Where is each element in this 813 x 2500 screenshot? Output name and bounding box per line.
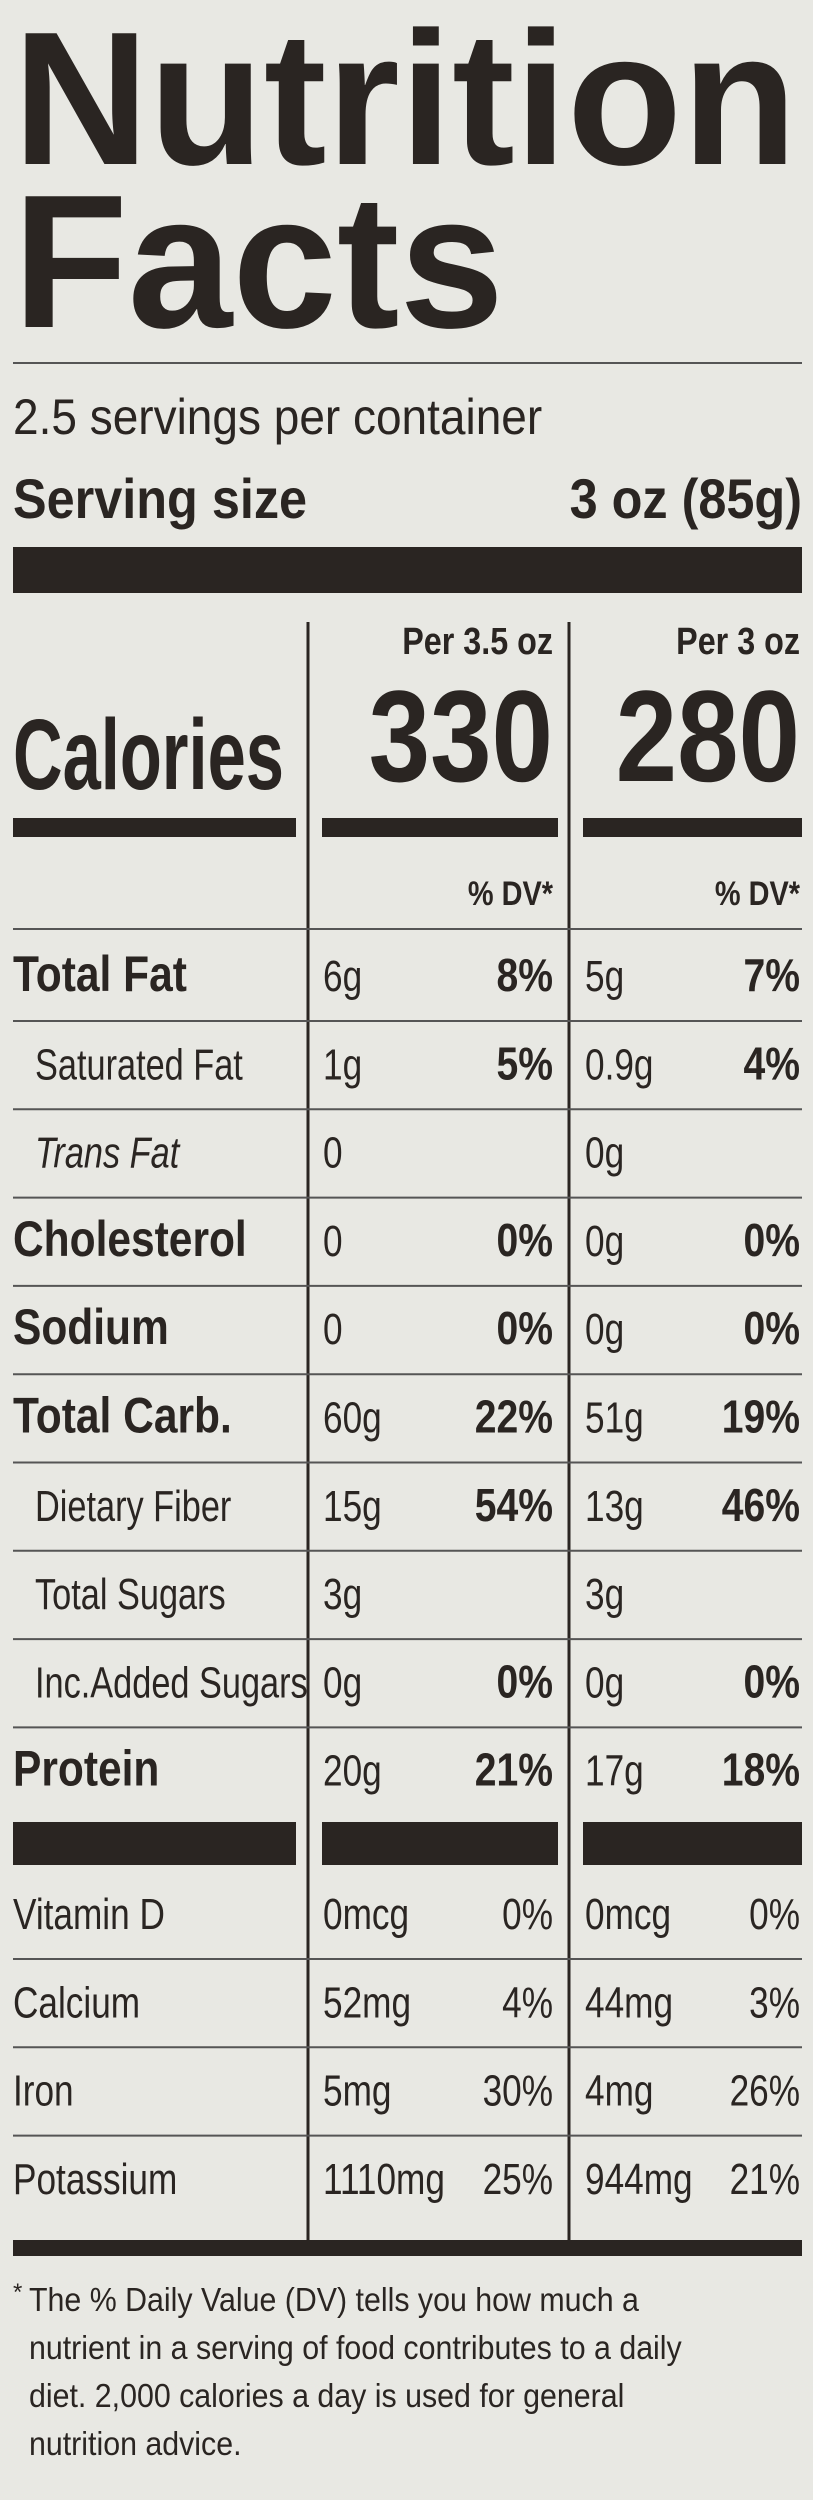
- amount: 0mcg: [323, 1890, 409, 1939]
- nutrient-name: Inc.Added Sugars: [35, 1658, 308, 1707]
- amount: 0g: [323, 1659, 362, 1708]
- amount: 0mcg: [585, 1890, 671, 1939]
- daily-value: 0%: [743, 1215, 800, 1267]
- daily-value: 26%: [730, 2067, 800, 2116]
- amount: 1g: [323, 1041, 362, 1090]
- nutrient-name: Saturated Fat: [35, 1040, 243, 1089]
- column-header: Per 3.5 oz: [402, 621, 553, 663]
- daily-value: 0%: [502, 1890, 553, 1939]
- daily-value: 0%: [496, 1215, 553, 1267]
- footnote: nutrition advice.: [29, 2425, 242, 2462]
- serving-size-label: Serving size: [13, 469, 307, 531]
- footnote: The % Daily Value (DV) tells you how muc…: [29, 2281, 639, 2318]
- daily-value: 18%: [722, 1745, 800, 1797]
- thick-bar: [13, 1822, 296, 1865]
- amount: 4mg: [585, 2067, 653, 2116]
- amount: 13g: [585, 1482, 644, 1531]
- daily-value: 46%: [722, 1480, 800, 1532]
- daily-value: 4%: [743, 1038, 800, 1090]
- amount: 0: [323, 1217, 343, 1266]
- amount: 3g: [585, 1570, 624, 1619]
- thick-bar: [322, 1822, 558, 1865]
- title: Facts: [13, 156, 504, 368]
- footnote: diet. 2,000 calories a day is used for g…: [29, 2377, 624, 2414]
- daily-value: 21%: [475, 1745, 553, 1797]
- amount: 17g: [585, 1747, 644, 1796]
- daily-value: 0%: [743, 1656, 800, 1708]
- nutrient-name: Protein: [13, 1740, 159, 1796]
- calories-label: Calories: [13, 699, 284, 811]
- daily-value: 3%: [749, 1979, 800, 2028]
- vitamin-name: Calcium: [13, 1979, 140, 2028]
- daily-value: 21%: [730, 2155, 800, 2204]
- thick-bar: [583, 818, 802, 837]
- servings: 2.5 servings per container: [13, 390, 542, 445]
- amount: 5mg: [323, 2067, 391, 2116]
- footnote-mark: *: [13, 2279, 22, 2306]
- daily-value: 7%: [743, 950, 800, 1002]
- daily-value: 54%: [475, 1480, 553, 1532]
- thick-bar: [13, 547, 802, 593]
- nutrient-name: Total Fat: [13, 946, 187, 1002]
- daily-value: 25%: [483, 2155, 553, 2204]
- vitamin-name: Iron: [13, 2067, 74, 2116]
- amount: 0g: [585, 1129, 624, 1178]
- title: Nutrition: [13, 0, 797, 205]
- nutrient-name: Trans Fat: [35, 1129, 181, 1178]
- amount: 0g: [585, 1306, 624, 1355]
- nutrient-name: Total Sugars: [35, 1570, 226, 1619]
- vitamin-name: Vitamin D: [13, 1890, 165, 1939]
- amount: 60g: [323, 1394, 382, 1443]
- vitamin-name: Potassium: [13, 2155, 177, 2204]
- nutrient-name: Dietary Fiber: [35, 1482, 231, 1531]
- amount: 0: [323, 1306, 343, 1355]
- amount: 20g: [323, 1747, 382, 1796]
- daily-value: 4%: [502, 1979, 553, 2028]
- amount: 15g: [323, 1482, 382, 1531]
- amount: 1110mg: [323, 2155, 445, 2204]
- daily-value: 0%: [743, 1303, 800, 1355]
- daily-value: 8%: [496, 950, 553, 1002]
- nutrient-name: Cholesterol: [13, 1211, 247, 1267]
- daily-value: 5%: [496, 1038, 553, 1090]
- dv-header: % DV*: [715, 874, 801, 913]
- amount: 3g: [323, 1570, 362, 1619]
- amount: 0g: [585, 1659, 624, 1708]
- column-header: Per 3 oz: [676, 621, 800, 663]
- amount: 52mg: [323, 1979, 411, 2028]
- nutrient-name: Total Carb.: [13, 1387, 232, 1443]
- amount: 51g: [585, 1394, 644, 1443]
- dv-header: % DV*: [468, 874, 554, 913]
- daily-value: 0%: [496, 1656, 553, 1708]
- serving-size-value: 3 oz (85g): [570, 469, 802, 531]
- daily-value: 0%: [496, 1303, 553, 1355]
- daily-value: 22%: [475, 1392, 553, 1444]
- daily-value: 0%: [749, 1890, 800, 1939]
- daily-value: 19%: [722, 1392, 800, 1444]
- amount: 44mg: [585, 1979, 673, 2028]
- thick-bar: [583, 1822, 802, 1865]
- amount: 6g: [323, 952, 362, 1001]
- amount: 944mg: [585, 2155, 693, 2204]
- daily-value: 30%: [483, 2067, 553, 2116]
- thick-bar: [13, 818, 296, 837]
- amount: 0: [323, 1129, 343, 1178]
- amount: 0.9g: [585, 1041, 653, 1090]
- calories-value: 280: [616, 664, 800, 809]
- thick-bar: [13, 2240, 802, 2256]
- footnote: nutrient in a serving of food contribute…: [29, 2329, 682, 2366]
- nutrient-name: Sodium: [13, 1299, 169, 1355]
- calories-value: 330: [369, 664, 553, 809]
- amount: 5g: [585, 952, 624, 1001]
- thick-bar: [322, 818, 558, 837]
- amount: 0g: [585, 1217, 624, 1266]
